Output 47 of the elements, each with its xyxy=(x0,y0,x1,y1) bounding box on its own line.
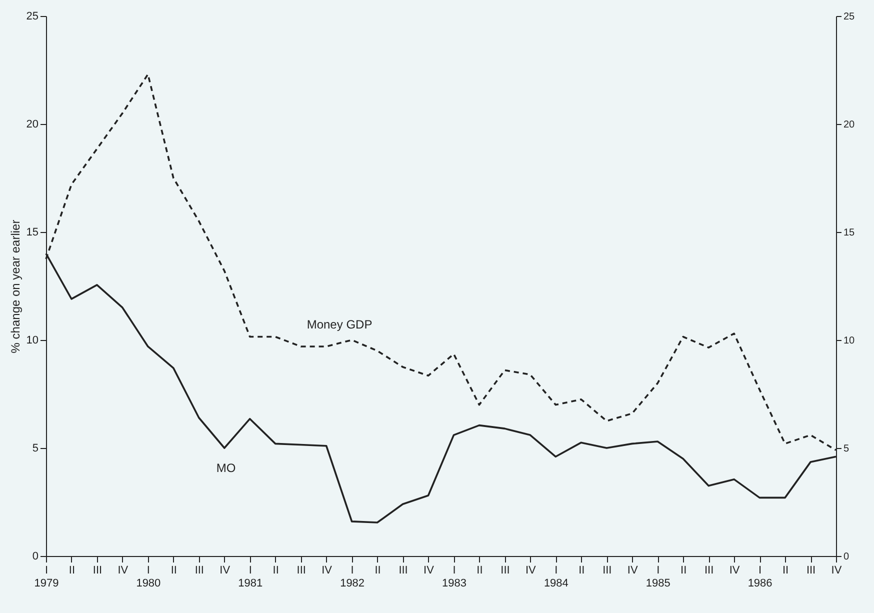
y-tick-label: 25 xyxy=(26,10,38,22)
x-tick-label: III xyxy=(92,564,102,576)
y-axis-title: % change on year earlier xyxy=(8,220,22,354)
y2-tick-label: 20 xyxy=(844,120,856,130)
series-label: MO xyxy=(216,461,236,475)
x-tick-label: I 1986 xyxy=(748,564,772,590)
y-tick-label: 20 xyxy=(26,118,38,130)
x-tick-label: IV xyxy=(729,564,740,576)
y-tick-label: 10 xyxy=(26,334,38,346)
x-tick-label: III xyxy=(194,564,204,576)
y2-tick-label: 10 xyxy=(844,336,856,346)
y2-tick-label: 25 xyxy=(844,12,856,22)
x-tick-label: III xyxy=(296,564,306,576)
x-tick-label: IV xyxy=(424,564,435,576)
series-label: Money GDP xyxy=(306,317,372,332)
x-tick-label: III xyxy=(398,564,408,576)
x-tick-label: III xyxy=(602,564,612,576)
x-tick-label: IV xyxy=(627,564,638,576)
x-tick-label: II xyxy=(680,564,687,576)
x-tick-label: IV xyxy=(220,564,231,576)
y-tick-label: 15 xyxy=(26,226,38,238)
x-tick-label: I 1983 xyxy=(442,564,466,590)
x-tick-label: IV xyxy=(118,564,129,576)
x-tick-label: I 1985 xyxy=(646,564,670,590)
x-tick-label: IV xyxy=(831,564,842,576)
x-tick-label: IV xyxy=(525,564,537,576)
x-tick-label: II xyxy=(782,564,789,576)
x-tick-label: I 1982 xyxy=(340,564,365,590)
y-tick-label: 0 xyxy=(32,550,38,562)
x-tick-label: II xyxy=(272,564,279,576)
y2-tick-label: 15 xyxy=(844,228,856,238)
x-tick-label: I 1984 xyxy=(544,564,568,590)
x-tick-label: II xyxy=(476,564,483,576)
x-tick-label: III xyxy=(500,564,510,576)
x-tick-label: II xyxy=(68,564,76,576)
x-tick-label: I 1981 xyxy=(238,564,263,590)
x-tick-label: III xyxy=(806,564,816,576)
y2-tick-label: 5 xyxy=(844,444,850,454)
x-tick-label: II xyxy=(578,564,585,576)
x-tick-label: III xyxy=(704,564,714,576)
x-tick-label: IV xyxy=(322,564,333,576)
y2-tick-label: 0 xyxy=(844,552,850,562)
y-tick-label: 5 xyxy=(32,442,38,454)
x-tick-label: I 1979 xyxy=(34,564,59,590)
x-tick-label: I 1980 xyxy=(136,564,161,590)
x-tick-label: II xyxy=(374,564,381,576)
x-tick-label: II xyxy=(170,564,177,576)
